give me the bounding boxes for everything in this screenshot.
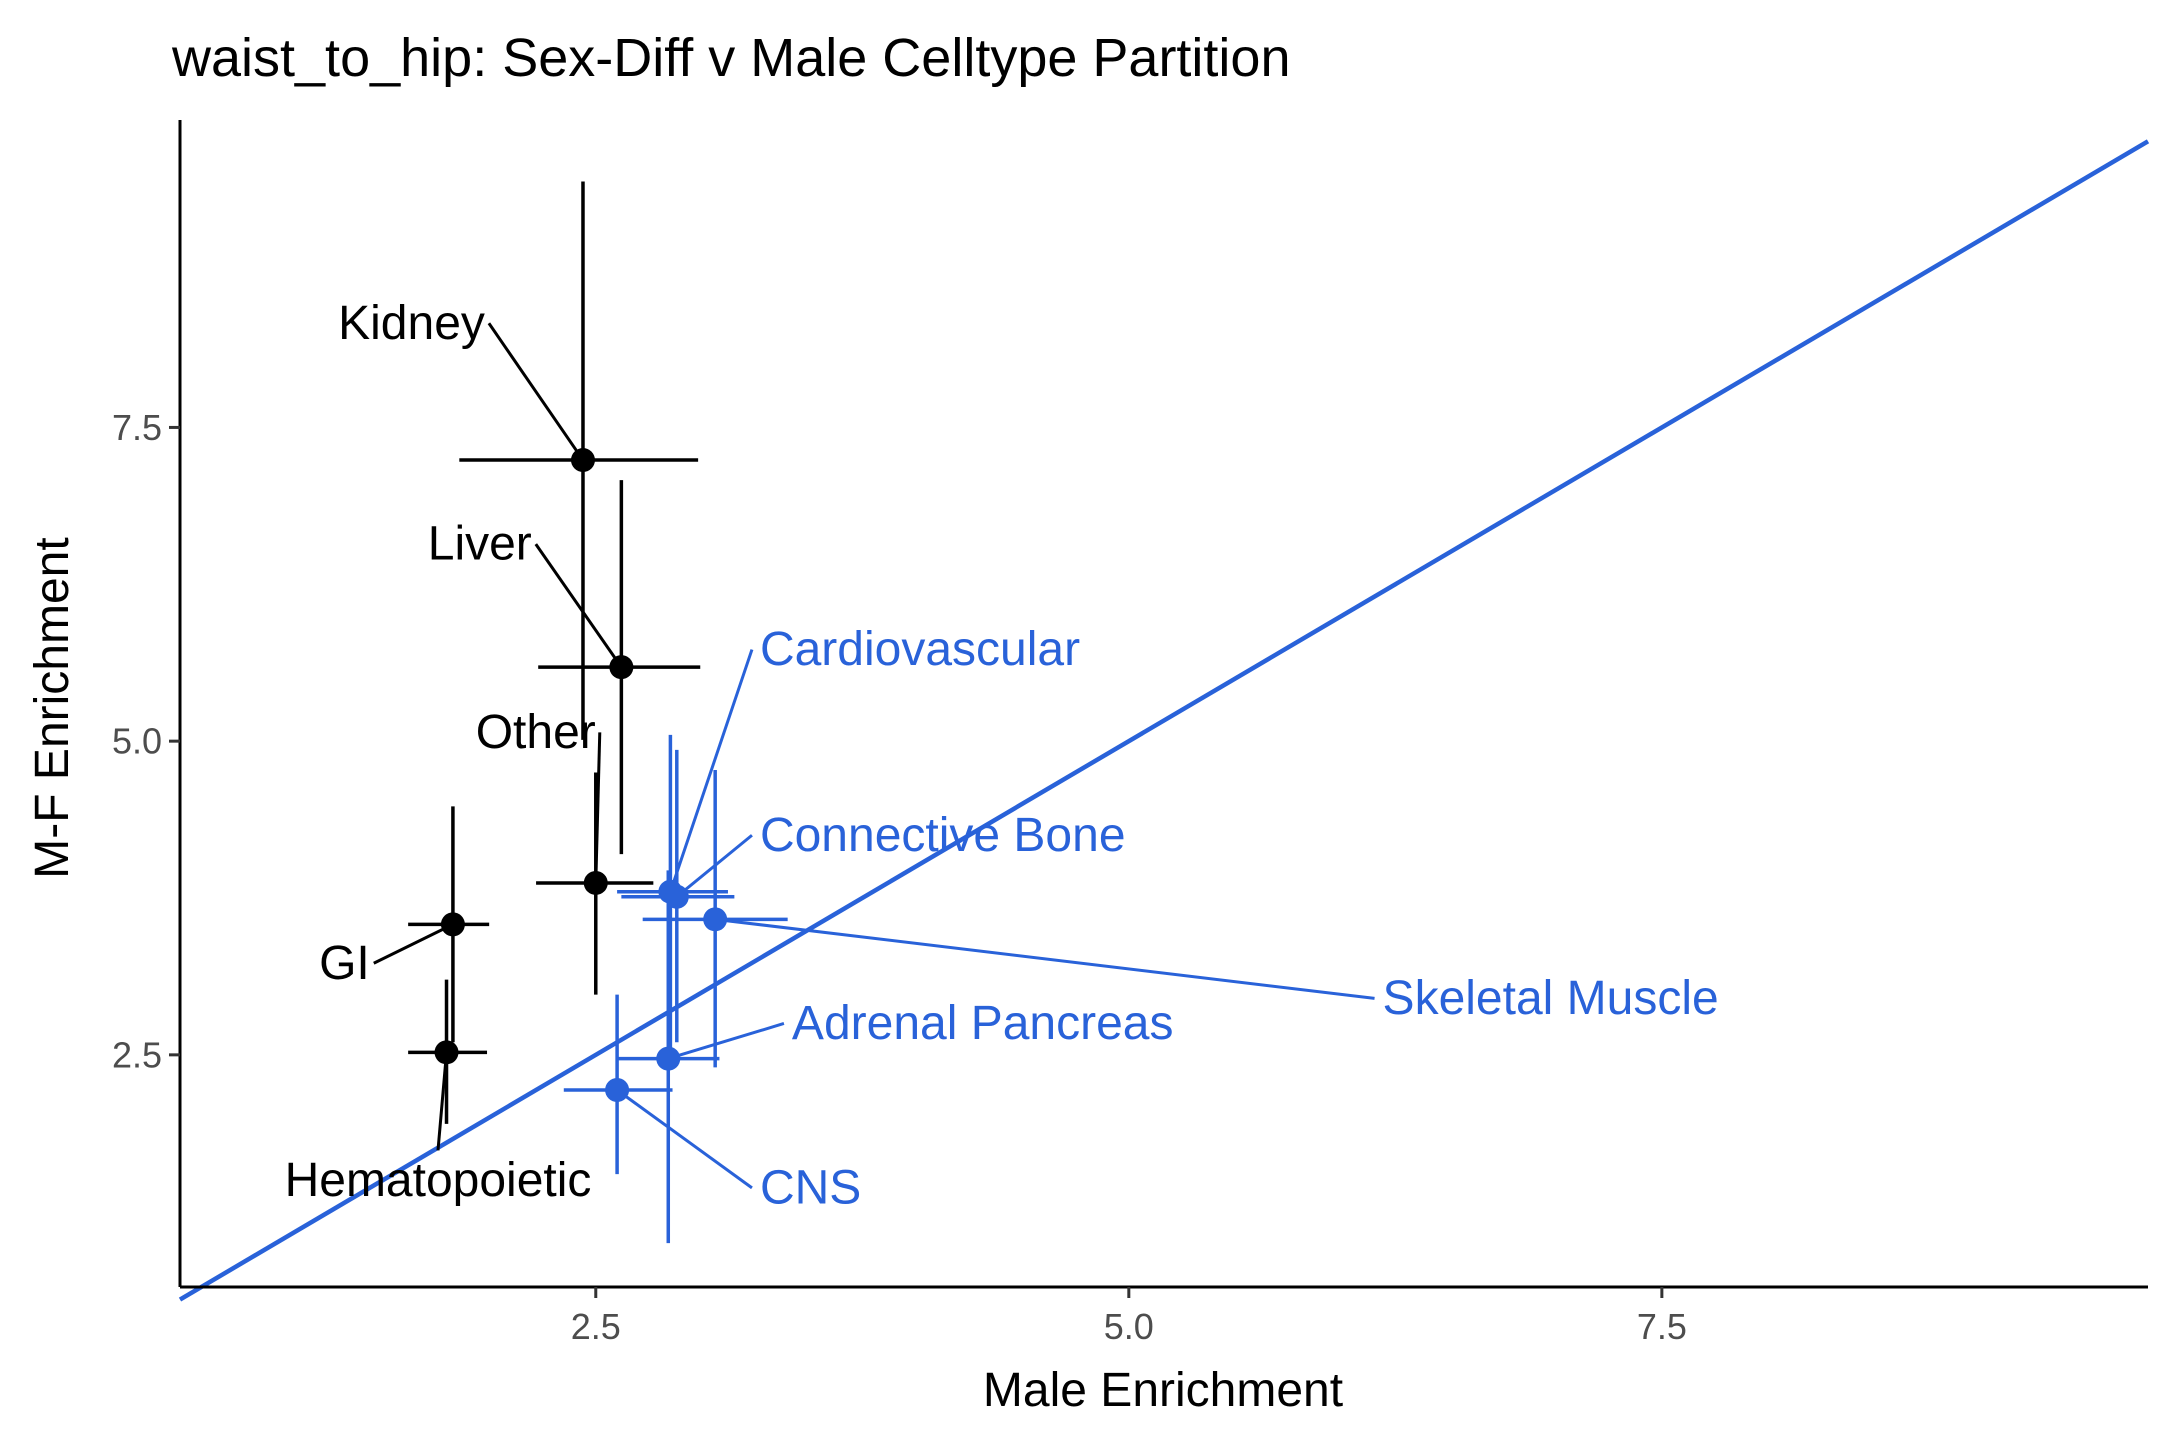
point-other [583,870,608,895]
label-liver: Liver [428,518,532,571]
point-cns [605,1077,630,1102]
label-cns: CNS [760,1161,861,1214]
y-axis-title: M-F Enrichment [26,537,79,878]
y-tick-label: 5.0 [112,721,162,762]
leader-skeletal-muscle [714,917,1375,1000]
point-gi [440,912,465,937]
leader-liver [534,543,623,668]
point-connective-bone [664,884,689,909]
x-axis-title: Male Enrichment [983,1364,1343,1417]
point-kidney [570,448,595,473]
point-adrenal-pancreas [656,1046,681,1071]
label-leader-lines [373,322,1375,1190]
leader-gi [373,923,454,965]
reference-line [178,139,2150,1302]
label-cardiovascular: Cardiovascular [760,623,1080,676]
chart-title: waist_to_hip: Sex-Diff v Male Celltype P… [171,28,1291,88]
label-other: Other [476,706,596,759]
leader-cardiovascular [668,649,754,893]
y-tick-label: 2.5 [112,1034,162,1075]
label-kidney: Kidney [338,297,485,350]
data-points [434,448,728,1102]
label-connective-bone: Connective Bone [760,809,1126,862]
leader-kidney [487,322,585,461]
point-labels: Kidney Liver Other GI Hematopoietic Cardiovas… [285,297,1719,1215]
y-tick-label: 7.5 [112,407,162,448]
label-gi: GI [319,937,370,990]
leader-cns [616,1088,753,1190]
point-liver [609,655,634,680]
x-tick-label: 7.5 [1637,1306,1687,1347]
leader-connective-bone [675,834,753,898]
x-axis-ticks: 2.5 5.0 7.5 [571,1287,1687,1347]
point-hematopoietic [434,1040,459,1065]
leader-hematopoietic [436,1052,449,1151]
x-tick-label: 5.0 [1104,1306,1154,1347]
label-skeletal-muscle: Skeletal Muscle [1383,972,1719,1025]
x-tick-label: 2.5 [571,1306,621,1347]
leader-other [594,732,602,883]
label-hematopoietic: Hematopoietic [285,1154,592,1207]
leader-adrenal-pancreas [667,1022,785,1061]
label-adrenal-pancreas: Adrenal Pancreas [792,997,1174,1050]
point-skeletal-muscle [703,907,728,932]
y-axis-ticks: 2.5 5.0 7.5 [112,407,180,1075]
